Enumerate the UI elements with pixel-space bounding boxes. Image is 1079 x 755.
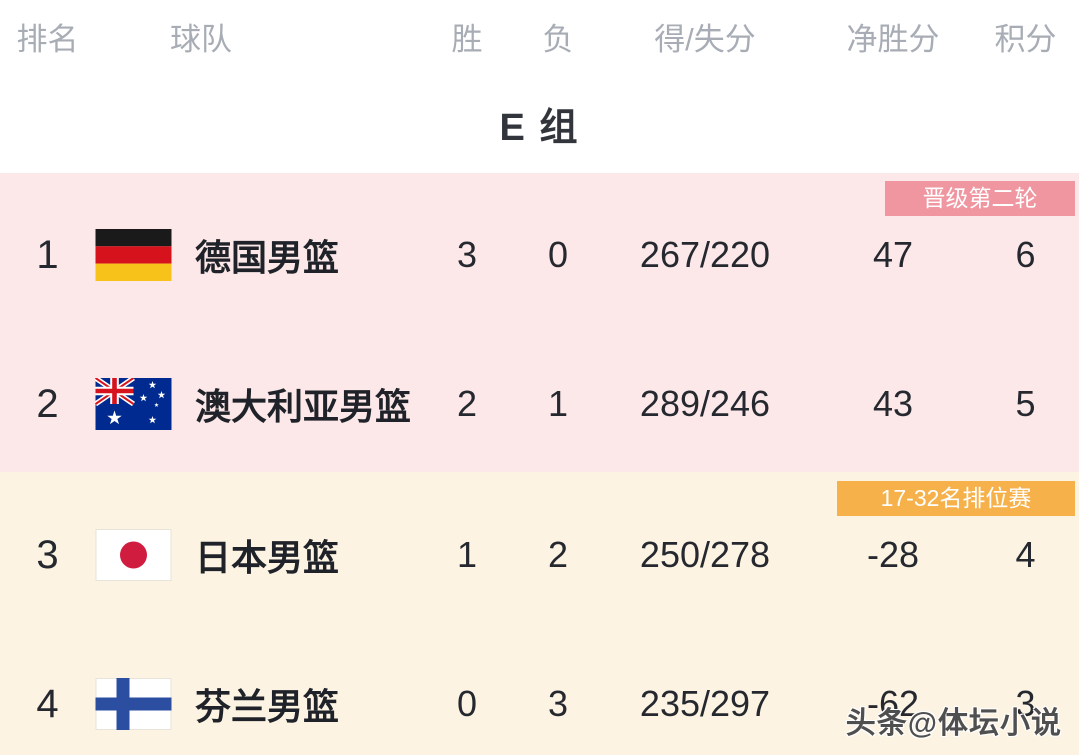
header-diff: 净胜分 [846,21,940,57]
table-row: 4 芬兰男篮 0 3 235/297 -62 3 [0,674,1079,734]
pts-value: 5 [1015,383,1036,424]
team-cell: 德国男篮 [95,229,430,281]
pts-value: 3 [1015,683,1036,724]
diff-value: 43 [872,383,914,424]
header-rank: 排名 [16,21,79,57]
team-name: 澳大利亚男篮 [195,386,412,427]
team-name: 德国男篮 [195,237,340,278]
diff-value: -28 [866,534,920,575]
points-value: 235/297 [639,683,771,724]
japan-flag-icon [95,529,172,581]
section-advancing: 晋级第二轮 1 德国男篮 3 0 267/220 47 6 2 [0,173,1079,472]
wins-value: 2 [456,383,478,424]
losses-value: 2 [547,534,569,575]
points-value: 267/220 [639,234,771,275]
australia-flag-icon [95,378,172,430]
team-cell: 澳大利亚男篮 [95,378,430,430]
team-cell: 日本男篮 [95,529,430,581]
group-title: E 组 [499,107,580,149]
wins-value: 1 [456,534,478,575]
table-row: 1 德国男篮 3 0 267/220 47 6 [0,225,1079,285]
rank-value: 4 [36,681,59,726]
rank-value: 3 [36,532,59,577]
germany-flag-icon [95,229,172,281]
section-placement: 17-32名排位赛 3 日本男篮 1 2 250/278 -28 4 4 [0,472,1079,755]
advance-badge: 晋级第二轮 [885,181,1075,216]
rank-value: 2 [36,381,59,426]
finland-flag-icon [95,678,172,730]
header-wins: 胜 [451,21,483,57]
table-header-row: 排名 球队 胜 负 得/失分 净胜分 积分 [0,12,1079,60]
rank-value: 1 [36,232,59,277]
watermark: 头条@体坛小说 [845,707,1062,740]
losses-value: 3 [547,683,569,724]
team-cell: 芬兰男篮 [95,678,430,730]
header-losses: 负 [542,21,574,57]
diff-value: -62 [866,683,920,724]
pts-value: 4 [1015,534,1036,575]
wins-value: 0 [456,683,478,724]
team-name: 日本男篮 [195,537,340,578]
points-value: 250/278 [639,534,771,575]
team-name: 芬兰男篮 [195,686,340,727]
table-row: 3 日本男篮 1 2 250/278 -28 4 [0,525,1079,585]
points-value: 289/246 [639,383,771,424]
header-team: 球队 [170,21,232,57]
losses-value: 0 [547,234,569,275]
losses-value: 1 [547,383,569,424]
placement-badge: 17-32名排位赛 [837,481,1075,516]
pts-value: 6 [1015,234,1036,275]
table-row: 2 澳大利亚男篮 [0,374,1079,434]
diff-value: 47 [872,234,914,275]
header-points: 得/失分 [654,21,756,57]
wins-value: 3 [456,234,478,275]
header-pts: 积分 [994,21,1057,57]
